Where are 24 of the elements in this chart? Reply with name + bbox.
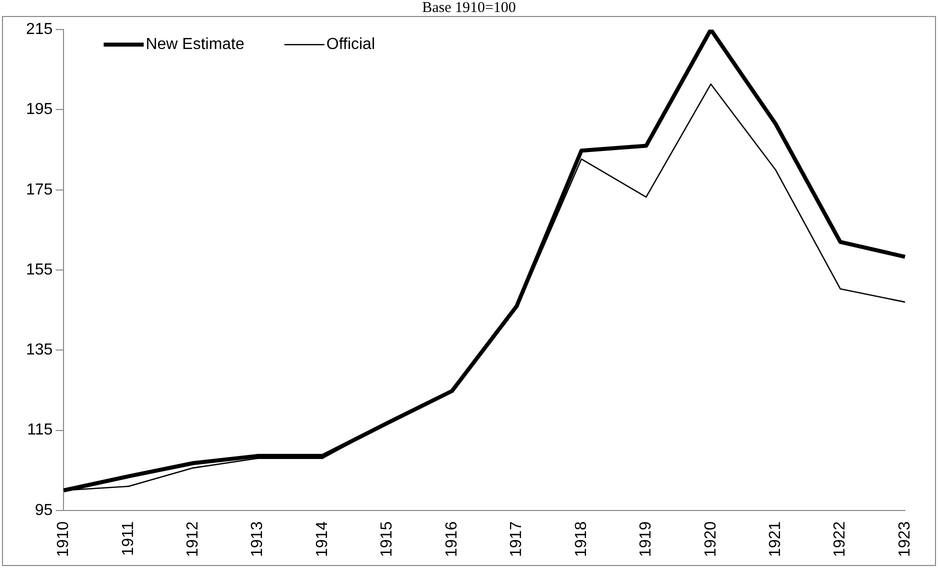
x-tick-label: 1918 bbox=[572, 521, 590, 557]
x-tick-label: 1912 bbox=[184, 521, 202, 557]
x-tick-label: 1911 bbox=[120, 521, 137, 556]
chart-title: Base 1910=100 bbox=[421, 0, 517, 17]
x-tick-label: 1915 bbox=[378, 521, 396, 557]
x-tick-label: 1916 bbox=[443, 521, 460, 557]
y-tick-label: 175 bbox=[26, 181, 53, 198]
y-tick-label: 155 bbox=[26, 261, 53, 278]
x-tick-label: 1919 bbox=[638, 521, 655, 557]
x-tick-label: 1914 bbox=[314, 521, 331, 557]
y-tick-label: 95 bbox=[34, 502, 53, 519]
y-tick-label: 115 bbox=[27, 422, 53, 439]
x-tick-label: 1921 bbox=[766, 521, 784, 557]
y-tick-label: 135 bbox=[26, 342, 53, 359]
x-tick-label: 1910 bbox=[55, 521, 72, 557]
legend-label: Official bbox=[326, 36, 375, 54]
y-tick-label: 215 bbox=[26, 21, 53, 38]
y-tick-label: 195 bbox=[26, 101, 53, 118]
x-tick-label: 1913 bbox=[249, 521, 266, 557]
x-tick-label: 1923 bbox=[896, 521, 914, 557]
x-tick-label: 1920 bbox=[702, 521, 720, 557]
legend-label: New Estimate bbox=[146, 36, 244, 54]
x-tick-label: 1922 bbox=[832, 521, 849, 557]
x-tick-label: 1917 bbox=[508, 521, 526, 557]
